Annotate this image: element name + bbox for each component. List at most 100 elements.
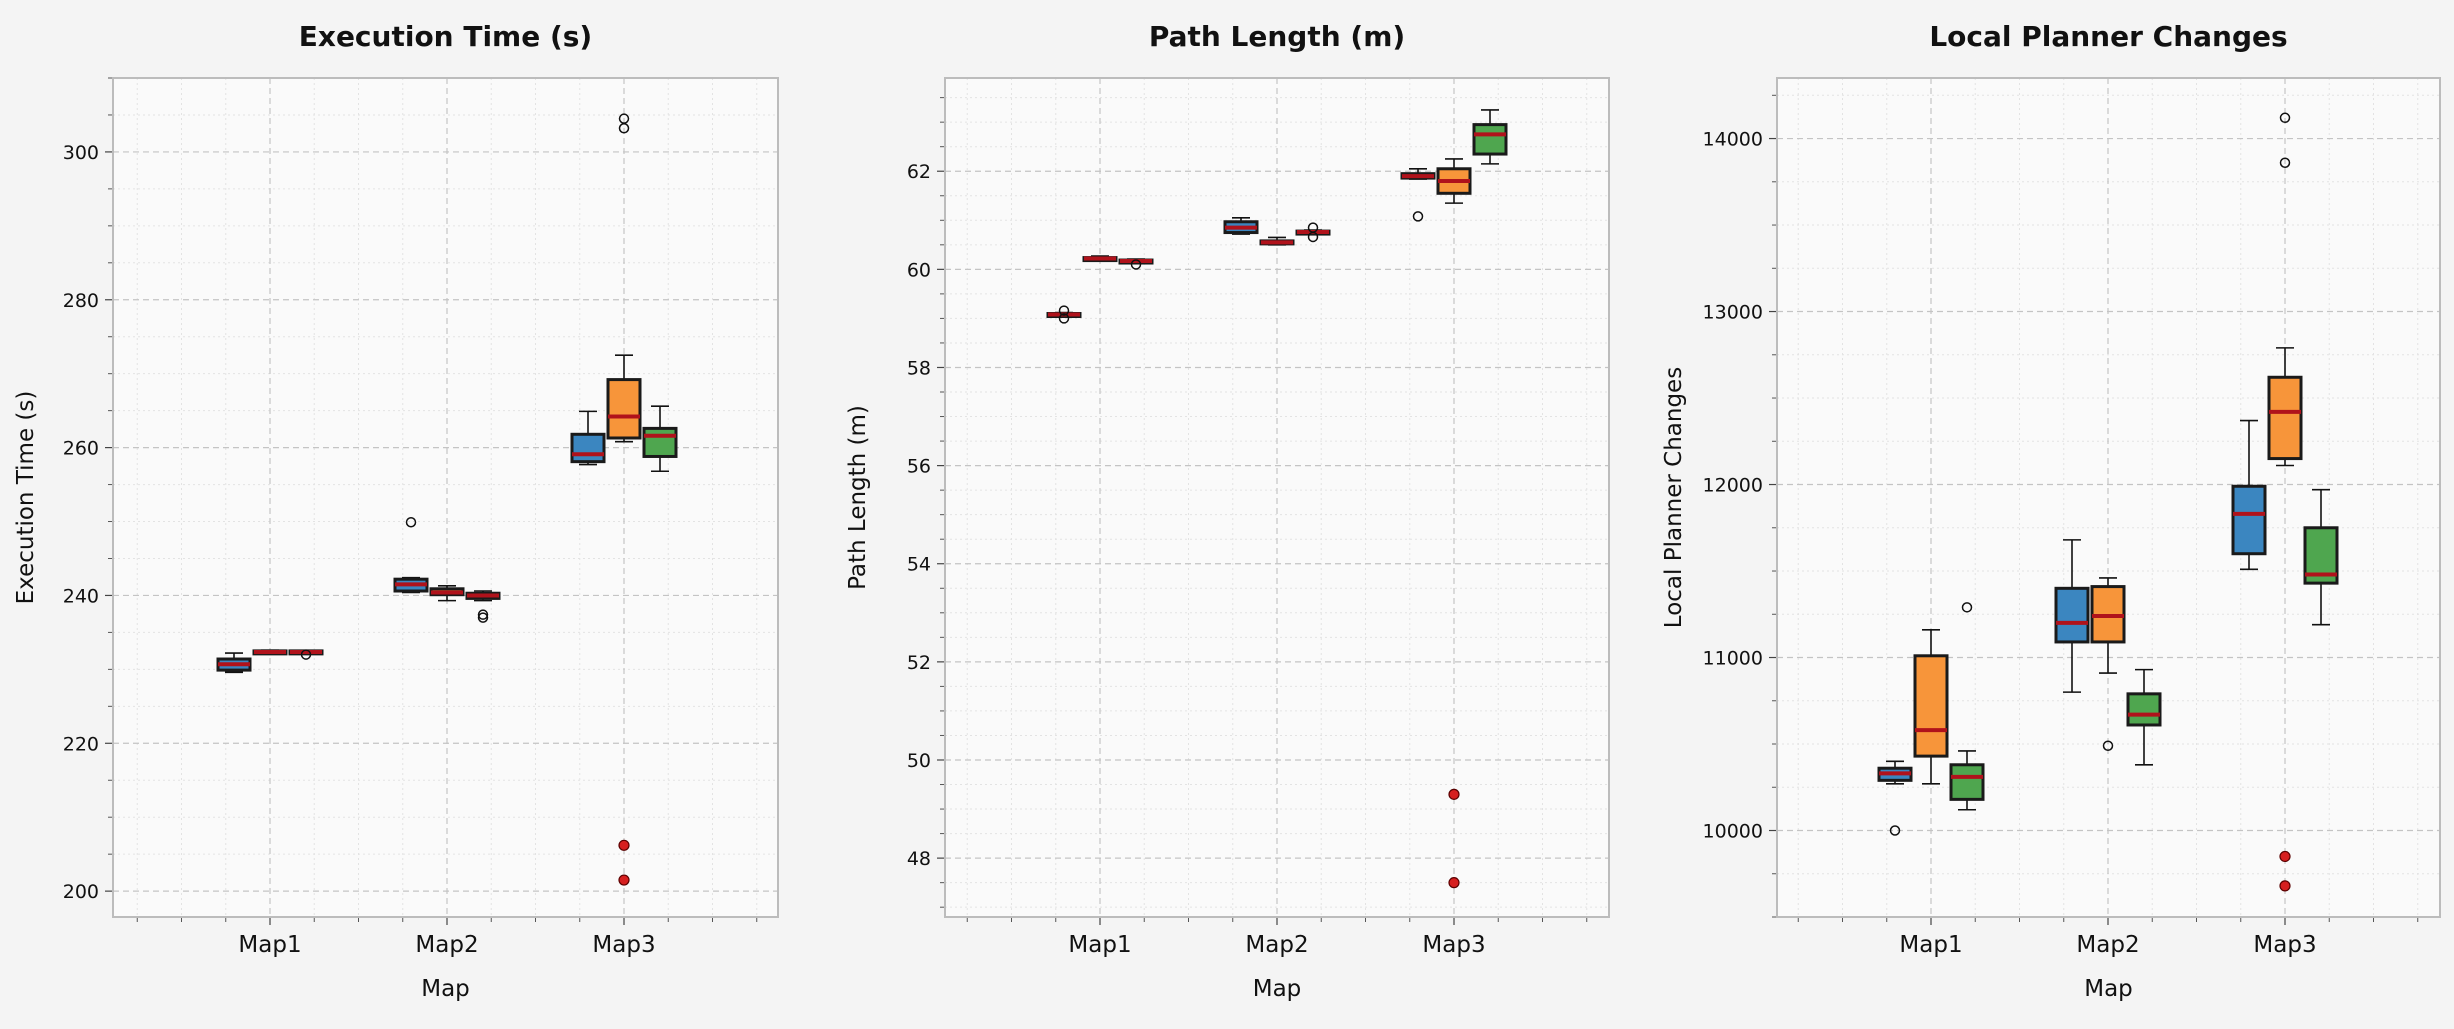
x-tick-label: Map3 [592,932,655,958]
y-tick-label: 58 [907,357,931,379]
box-map2-series-1 [2054,539,2090,693]
y-tick-label: 56 [907,456,931,478]
x-axis-label: Map [1253,976,1302,1002]
plot-frame [1776,77,2441,918]
outlier-point [1961,602,1973,613]
box-map3-series-1 [1400,167,1436,222]
box-map1-series-1 [1046,305,1082,324]
x-tick-label: Map3 [1422,932,1485,958]
box-map2-series-3 [465,590,501,623]
box-map2-series-3 [1295,222,1331,243]
y-tick-label: 220 [63,733,99,755]
box-body [642,426,678,458]
y-tick-label: 52 [907,652,931,674]
chart-title: Local Planner Changes [1929,20,2287,53]
box-map3-series-3 [2303,488,2339,626]
y-tick-label: 62 [907,161,931,183]
y-tick-label: 10000 [1703,821,1763,843]
outlier-point-highlighted [2279,880,2291,892]
box-map2-series-3 [2126,668,2162,766]
outlier-point-highlighted [1448,877,1460,889]
box-map1-series-1 [216,652,252,674]
x-tick-label: Map2 [1245,932,1308,958]
box-body [1949,763,1985,801]
box-map1-series-3 [1949,602,1985,811]
x-axis-label: Map [2084,976,2133,1002]
box-body [1472,123,1508,156]
box-body [2126,692,2162,727]
outlier-point [1058,305,1070,316]
y-tick-label: 11000 [1703,648,1763,670]
x-tick-label: Map1 [1068,932,1131,958]
box-map2-series-2 [1259,236,1295,246]
box-body [570,432,606,464]
box-map1-series-3 [288,649,324,660]
outlier-point-highlighted [618,839,630,851]
outlier-point-highlighted [618,874,630,886]
outlier-point [477,612,489,623]
y-tick-label: 60 [907,259,931,281]
plot-frame [944,77,1610,918]
y-axis-label: Local Planner Changes [1661,367,1687,628]
box-map3-series-2 [1436,158,1472,889]
box-map1-series-2 [1082,255,1118,263]
y-tick-label: 280 [63,290,99,312]
box-map1-series-2 [1913,629,1949,785]
plot-area [945,78,1609,917]
y-tick-label: 240 [63,585,99,607]
outlier-point [1058,313,1070,324]
box-map2-series-1 [393,517,429,594]
chart-title: Path Length (m) [1149,20,1405,53]
box-map2-series-1 [1223,217,1259,235]
box-map1-series-2 [252,649,288,656]
box-map3-series-1 [570,410,606,466]
box-map3-series-2 [2267,112,2303,892]
x-tick-label: Map2 [2076,932,2139,958]
chart-panel-1: 200 220 240 260 280 300 Map1 Map2 Map3 Execution … [13,20,779,1002]
y-tick-label: 14000 [1703,129,1763,151]
outlier-point [2102,740,2114,751]
chart-panel-3: 10000 11000 12000 13000 14000 Map1 Map2 Map3 Loc… [1661,20,2441,1002]
y-tick-label: 48 [907,848,931,870]
outlier-point [300,649,312,660]
y-tick-label: 200 [63,881,99,903]
outlier-point-highlighted [1448,788,1460,800]
box-body [2231,484,2267,556]
outlier-point [477,609,489,620]
y-tick-label: 260 [63,438,99,460]
chart-title: Execution Time (s) [299,20,592,53]
y-tick-label: 54 [907,554,931,576]
box-map3-series-1 [2231,419,2267,571]
box-map2-series-2 [429,585,465,602]
box-map3-series-3 [642,405,678,473]
outlier-point [1412,211,1424,222]
outlier-point [2279,157,2291,169]
outlier-point [618,113,630,124]
box-body [1913,654,1949,758]
y-tick-label: 300 [63,142,99,164]
x-tick-label: Map1 [1899,932,1962,958]
box-map1-series-1 [1877,760,1913,836]
box-body [2267,375,2303,461]
x-axis-label: Map [421,976,470,1002]
outlier-point [1130,259,1142,270]
x-tick-label: Map1 [238,932,301,958]
plot-area [113,78,778,917]
outlier-point [1889,825,1901,836]
y-tick-label: 50 [907,750,931,772]
y-tick-label: 12000 [1703,475,1763,497]
box-map3-series-2 [606,113,642,886]
y-tick-label: 13000 [1703,302,1763,324]
box-map3-series-3 [1472,109,1508,165]
outlier-point [2279,112,2291,124]
box-map2-series-2 [2090,577,2126,751]
box-map1-series-3 [1118,258,1154,270]
chart-panel-2: 48 50 52 54 56 58 60 62 Map1 Map2 Map3 Path Length … [845,20,1610,1002]
box-body [2054,586,2090,644]
x-tick-label: Map2 [415,932,478,958]
y-axis-label: Execution Time (s) [13,391,39,605]
outlier-point-highlighted [2279,850,2291,863]
outlier-point [405,517,417,528]
outlier-point [1307,222,1319,233]
